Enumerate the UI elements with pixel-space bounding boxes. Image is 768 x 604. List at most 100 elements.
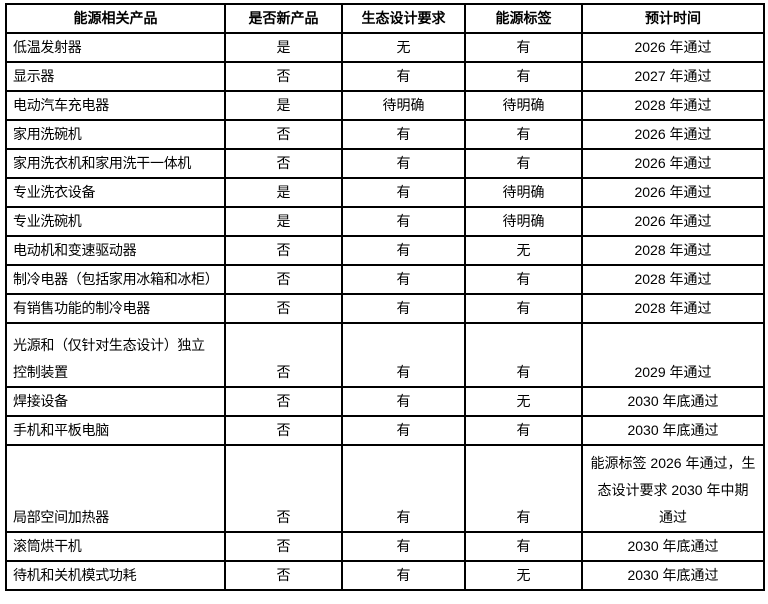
is-new-cell: 否 (224, 386, 343, 417)
product-cell: 电动机和变速驱动器 (5, 235, 226, 266)
ecodesign-cell: 有 (341, 206, 466, 237)
table-row: 电动机和变速驱动器否有无 2028 年通过 (5, 235, 765, 266)
table-row: 制冷电器（包括家用冰箱和冰柜）否有有 2028 年通过 (5, 264, 765, 295)
ecodesign-cell: 有 (341, 148, 466, 179)
energy-label-cell: 无 (464, 560, 583, 591)
product-cell: 低温发射器 (5, 32, 226, 63)
product-cell: 制冷电器（包括家用冰箱和冰柜） (5, 264, 226, 295)
table-row: 滚筒烘干机否有有 2030 年底通过 (5, 531, 765, 562)
timeline-cell: 2028 年通过 (581, 235, 765, 266)
energy-label-cell: 待明确 (464, 90, 583, 121)
timeline-cell: 2026 年通过 (581, 177, 765, 208)
table-row: 家用洗碗机否有有 2026 年通过 (5, 119, 765, 150)
timeline-cell: 2026 年通过 (581, 148, 765, 179)
table-row: 局部空间加热器否有有能源标签 2026 年通过，生 态设计要求 2030 年中期… (5, 444, 765, 533)
ecodesign-cell: 有 (341, 119, 466, 150)
timeline-cell: 2026 年通过 (581, 119, 765, 150)
timeline-cell: 2030 年底通过 (581, 415, 765, 446)
header-energy-label: 能源标签 (464, 3, 583, 34)
product-cell: 光源和（仅针对生态设计）独立 控制装置 (5, 322, 226, 388)
table-body: 低温发射器是无有 2026 年通过 显示器否有有 2027 年通过 电动汽车充电器是待明… (5, 32, 765, 591)
product-cell: 焊接设备 (5, 386, 226, 417)
ecodesign-cell: 有 (341, 177, 466, 208)
header-ecodesign: 生态设计要求 (341, 3, 466, 34)
product-cell: 有销售功能的制冷电器 (5, 293, 226, 324)
is-new-cell: 是 (224, 32, 343, 63)
timeline-cell: 2027 年通过 (581, 61, 765, 92)
ecodesign-cell: 有 (341, 444, 466, 533)
ecodesign-cell: 有 (341, 235, 466, 266)
is-new-cell: 否 (224, 148, 343, 179)
ecodesign-cell: 有 (341, 264, 466, 295)
header-row: 能源相关产品 是否新产品 生态设计要求 能源标签 预计时间 (5, 3, 765, 34)
ecodesign-cell: 有 (341, 560, 466, 591)
timeline-cell: 2030 年底通过 (581, 386, 765, 417)
timeline-cell: 2028 年通过 (581, 90, 765, 121)
product-cell: 显示器 (5, 61, 226, 92)
timeline-cell: 2030 年底通过 (581, 531, 765, 562)
table-row: 手机和平板电脑否有有 2030 年底通过 (5, 415, 765, 446)
table-row: 待机和关机模式功耗否有无 2030 年底通过 (5, 560, 765, 591)
is-new-cell: 否 (224, 293, 343, 324)
energy-label-cell: 有 (464, 119, 583, 150)
timeline-cell: 2026 年通过 (581, 32, 765, 63)
product-cell: 家用洗碗机 (5, 119, 226, 150)
ecodesign-cell: 有 (341, 293, 466, 324)
is-new-cell: 是 (224, 177, 343, 208)
ecodesign-cell: 无 (341, 32, 466, 63)
energy-label-cell: 有 (464, 444, 583, 533)
header-product: 能源相关产品 (5, 3, 226, 34)
table-row: 低温发射器是无有 2026 年通过 (5, 32, 765, 63)
ecodesign-cell: 有 (341, 386, 466, 417)
is-new-cell: 是 (224, 206, 343, 237)
ecodesign-cell: 待明确 (341, 90, 466, 121)
energy-label-cell: 有 (464, 531, 583, 562)
timeline-cell: 2028 年通过 (581, 264, 765, 295)
table-row: 光源和（仅针对生态设计）独立 控制装置否有有 2029 年通过 (5, 322, 765, 388)
energy-label-cell: 有 (464, 264, 583, 295)
table-row: 电动汽车充电器是待明确 待明确 2028 年通过 (5, 90, 765, 121)
energy-label-cell: 待明确 (464, 206, 583, 237)
table-row: 有销售功能的制冷电器否有有 2028 年通过 (5, 293, 765, 324)
product-cell: 专业洗碗机 (5, 206, 226, 237)
product-cell: 家用洗衣机和家用洗干一体机 (5, 148, 226, 179)
product-cell: 滚筒烘干机 (5, 531, 226, 562)
header-timeline: 预计时间 (581, 3, 765, 34)
product-cell: 专业洗衣设备 (5, 177, 226, 208)
energy-label-cell: 有 (464, 148, 583, 179)
timeline-cell: 2028 年通过 (581, 293, 765, 324)
energy-label-cell: 无 (464, 386, 583, 417)
is-new-cell: 否 (224, 560, 343, 591)
product-cell: 手机和平板电脑 (5, 415, 226, 446)
table-header: 能源相关产品 是否新产品 生态设计要求 能源标签 预计时间 (5, 3, 765, 34)
is-new-cell: 否 (224, 415, 343, 446)
is-new-cell: 否 (224, 119, 343, 150)
timeline-cell: 能源标签 2026 年通过，生 态设计要求 2030 年中期 通过 (581, 444, 765, 533)
energy-label-cell: 有 (464, 322, 583, 388)
table-row: 显示器否有有 2027 年通过 (5, 61, 765, 92)
energy-label-cell: 有 (464, 293, 583, 324)
product-cell: 电动汽车充电器 (5, 90, 226, 121)
table-row: 专业洗衣设备是有待明确 2026 年通过 (5, 177, 765, 208)
energy-label-cell: 待明确 (464, 177, 583, 208)
energy-label-cell: 有 (464, 61, 583, 92)
timeline-cell: 2029 年通过 (581, 322, 765, 388)
energy-label-cell: 有 (464, 415, 583, 446)
timeline-cell: 2026 年通过 (581, 206, 765, 237)
ecodesign-cell: 有 (341, 531, 466, 562)
ecodesign-cell: 有 (341, 415, 466, 446)
is-new-cell: 否 (224, 322, 343, 388)
erp-products-table: 能源相关产品 是否新产品 生态设计要求 能源标签 预计时间 低温发射器是无有 20… (5, 3, 765, 591)
is-new-cell: 否 (224, 61, 343, 92)
is-new-cell: 否 (224, 531, 343, 562)
header-is-new: 是否新产品 (224, 3, 343, 34)
product-cell: 局部空间加热器 (5, 444, 226, 533)
table-row: 专业洗碗机是有待明确 2026 年通过 (5, 206, 765, 237)
energy-label-cell: 有 (464, 32, 583, 63)
is-new-cell: 否 (224, 235, 343, 266)
table-row: 焊接设备否有无 2030 年底通过 (5, 386, 765, 417)
table-row: 家用洗衣机和家用洗干一体机否有有 2026 年通过 (5, 148, 765, 179)
energy-label-cell: 无 (464, 235, 583, 266)
is-new-cell: 是 (224, 90, 343, 121)
ecodesign-cell: 有 (341, 322, 466, 388)
